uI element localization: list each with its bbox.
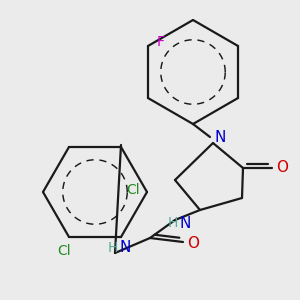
Text: N: N: [119, 241, 131, 256]
Text: N: N: [214, 130, 226, 146]
Text: H: H: [168, 216, 178, 230]
Text: O: O: [276, 160, 288, 175]
Text: Cl: Cl: [126, 183, 140, 197]
Text: F: F: [157, 35, 165, 49]
Text: N: N: [179, 215, 191, 230]
Text: H: H: [108, 241, 118, 255]
Text: Cl: Cl: [57, 244, 71, 258]
Text: O: O: [187, 236, 199, 250]
